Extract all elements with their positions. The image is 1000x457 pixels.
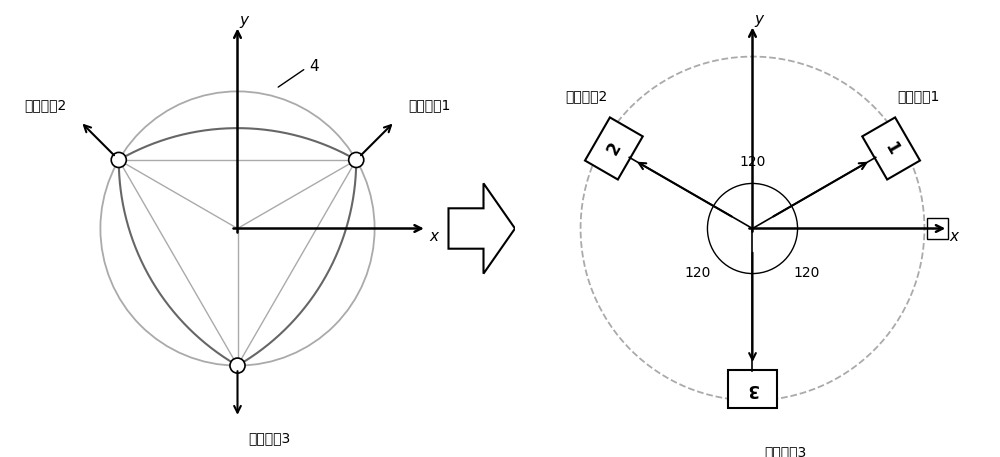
Text: 120: 120 [739, 155, 766, 169]
Text: 控制单元1: 控制单元1 [897, 90, 939, 103]
FancyBboxPatch shape [862, 117, 920, 180]
Circle shape [230, 358, 245, 373]
Text: 120: 120 [794, 266, 820, 280]
FancyBboxPatch shape [585, 117, 643, 180]
Text: 控制单元1: 控制单元1 [408, 98, 451, 112]
Text: 2: 2 [603, 139, 625, 158]
Text: y: y [240, 13, 249, 27]
Text: y: y [754, 12, 763, 27]
Text: 控制单元3: 控制单元3 [248, 431, 291, 446]
Text: x: x [950, 229, 959, 244]
Text: 控制单元2: 控制单元2 [566, 90, 608, 103]
Circle shape [349, 153, 364, 168]
FancyBboxPatch shape [728, 370, 777, 408]
Text: 1: 1 [880, 139, 902, 158]
Text: 控制单元3: 控制单元3 [764, 446, 807, 457]
Text: 3: 3 [747, 380, 758, 398]
Text: 控制单元2: 控制单元2 [24, 98, 67, 112]
Bar [927, 218, 948, 239]
Text: 4: 4 [309, 59, 318, 74]
Polygon shape [448, 183, 515, 274]
Text: 120: 120 [685, 266, 711, 280]
Circle shape [111, 153, 126, 168]
Text: x: x [429, 229, 438, 244]
